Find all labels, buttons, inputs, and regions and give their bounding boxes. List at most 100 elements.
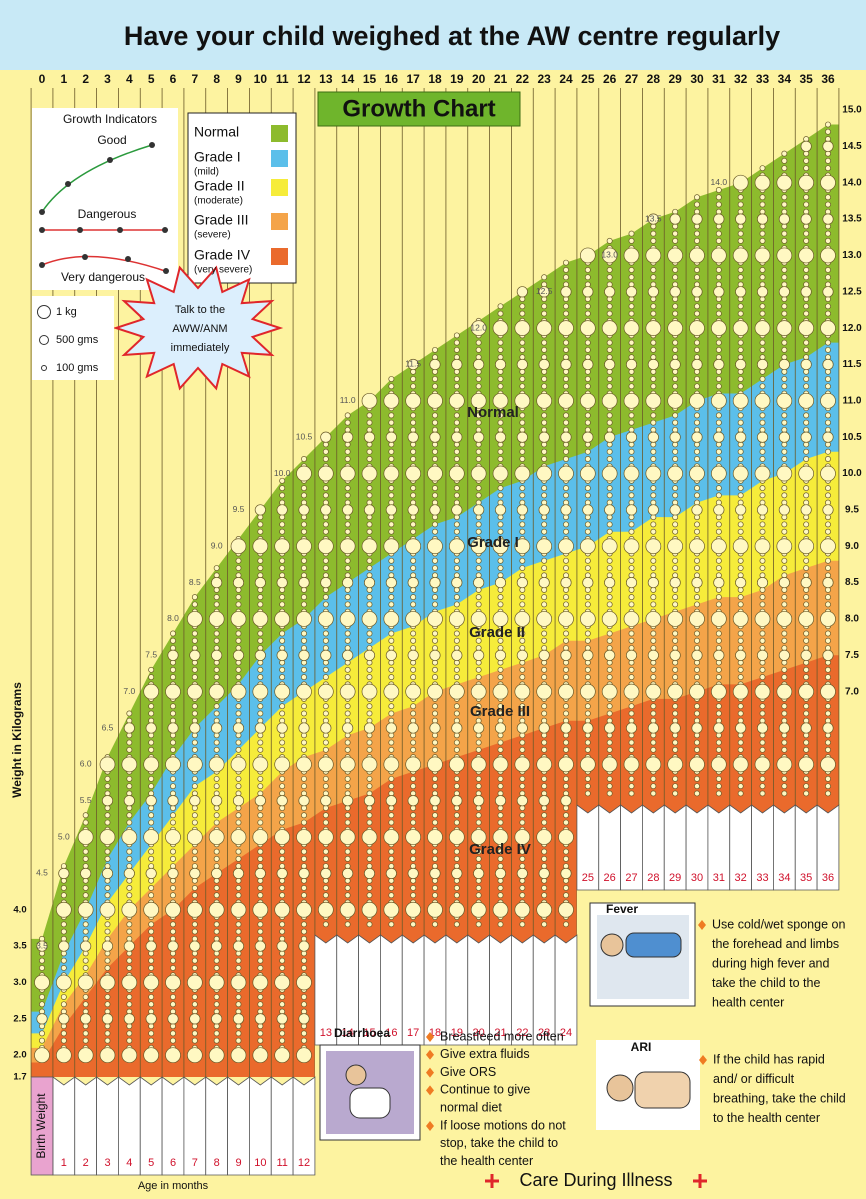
weight-circle [497, 710, 504, 717]
weight-circle [715, 703, 722, 710]
weight-circle [366, 637, 373, 644]
weight-circle [301, 485, 307, 492]
weight-circle [363, 867, 376, 879]
weight-circle [279, 746, 286, 753]
weight-circle [672, 746, 679, 753]
weight-circle [516, 504, 528, 516]
weight-circle [170, 703, 176, 710]
weight-circle [407, 649, 419, 661]
weight-circle [453, 448, 460, 455]
weight-circle [497, 310, 504, 317]
weight-circle [453, 892, 460, 899]
weight-circle [366, 892, 373, 899]
weight-circle [344, 419, 351, 426]
curve-label: 12.0 [470, 322, 487, 332]
weight-circle [606, 485, 613, 492]
weight-circle [211, 649, 223, 661]
weight-circle [148, 928, 155, 935]
weight-circle [410, 637, 417, 644]
weight-circle [322, 746, 329, 753]
weight-circle [429, 577, 441, 589]
weight-circle [519, 921, 526, 928]
weight-circle [650, 237, 657, 244]
weight-circle [825, 557, 831, 564]
weight-circle [781, 165, 788, 172]
weight-circle [301, 1001, 307, 1008]
weight-circle [800, 431, 812, 443]
weight-circle [781, 666, 788, 673]
weight-circle [715, 310, 722, 317]
care-text: and/ or difficult [713, 1072, 795, 1086]
weight-circle [601, 683, 618, 700]
weight-circle [322, 710, 329, 717]
weight-circle [301, 630, 307, 637]
weight-circle [279, 1030, 286, 1037]
weight-circle [388, 565, 395, 572]
x-tick-label: 34 [778, 72, 792, 86]
weight-circle [475, 601, 482, 608]
weight-circle [148, 1001, 155, 1008]
weight-circle [235, 710, 242, 717]
weight-circle [604, 286, 616, 298]
weight-circle [186, 683, 203, 700]
month-box-label: 8 [214, 1157, 220, 1169]
weight-circle [803, 703, 810, 710]
weight-circle [803, 165, 810, 172]
weight-circle [645, 320, 662, 336]
weight-circle [759, 674, 766, 681]
weight-circle [601, 611, 618, 627]
weight-circle [628, 376, 635, 382]
weight-circle [104, 812, 111, 819]
weight-circle [672, 710, 679, 717]
weight-circle [342, 795, 354, 807]
curve-label: 7.5 [145, 650, 157, 660]
weight-circle [541, 783, 548, 790]
weight-circle [235, 1037, 242, 1044]
weight-circle [191, 703, 198, 710]
weight-circle [694, 666, 700, 673]
very-dangerous-curve [41, 255, 169, 273]
weight-circle [451, 649, 463, 661]
weight-circle [803, 594, 810, 601]
weight-circle [694, 339, 700, 346]
weight-circle [803, 630, 810, 637]
weight-circle [453, 819, 460, 826]
weight-circle [781, 739, 788, 746]
weight-circle [669, 286, 681, 298]
weight-circle [538, 358, 550, 371]
weight-circle [497, 666, 504, 673]
weight-circle [213, 674, 220, 681]
weight-circle [170, 674, 176, 681]
weight-circle [230, 683, 247, 700]
weight-circle [165, 683, 181, 700]
weight-circle [694, 710, 700, 717]
weight-circle [448, 392, 465, 409]
weight-circle [126, 1001, 133, 1008]
weight-circle [694, 630, 700, 637]
weight-circle [296, 1047, 312, 1064]
weight-circle [667, 538, 684, 555]
y2-tick-label: 15.0 [842, 105, 862, 116]
weight-circle [473, 867, 485, 879]
weight-circle [339, 756, 356, 773]
weight-circle [650, 565, 657, 572]
weight-circle [497, 448, 504, 455]
weight-circle [803, 666, 810, 673]
weight-circle [694, 637, 700, 644]
weight-circle [254, 649, 266, 661]
month-box-label: 33 [756, 872, 768, 884]
weight-circle [427, 538, 443, 555]
weight-circle [492, 392, 509, 409]
weight-circle [344, 456, 351, 462]
legend-swatch [271, 213, 288, 230]
weight-circle [781, 790, 788, 797]
weight-circle [541, 528, 548, 535]
weight-circle [170, 892, 176, 899]
weight-circle [822, 358, 834, 371]
curve-label: 6.0 [80, 759, 92, 769]
weight-circle [715, 267, 722, 273]
weight-circle [778, 504, 790, 516]
weight-circle [407, 431, 419, 443]
weight-circle [432, 892, 438, 899]
weight-circle [776, 320, 793, 336]
